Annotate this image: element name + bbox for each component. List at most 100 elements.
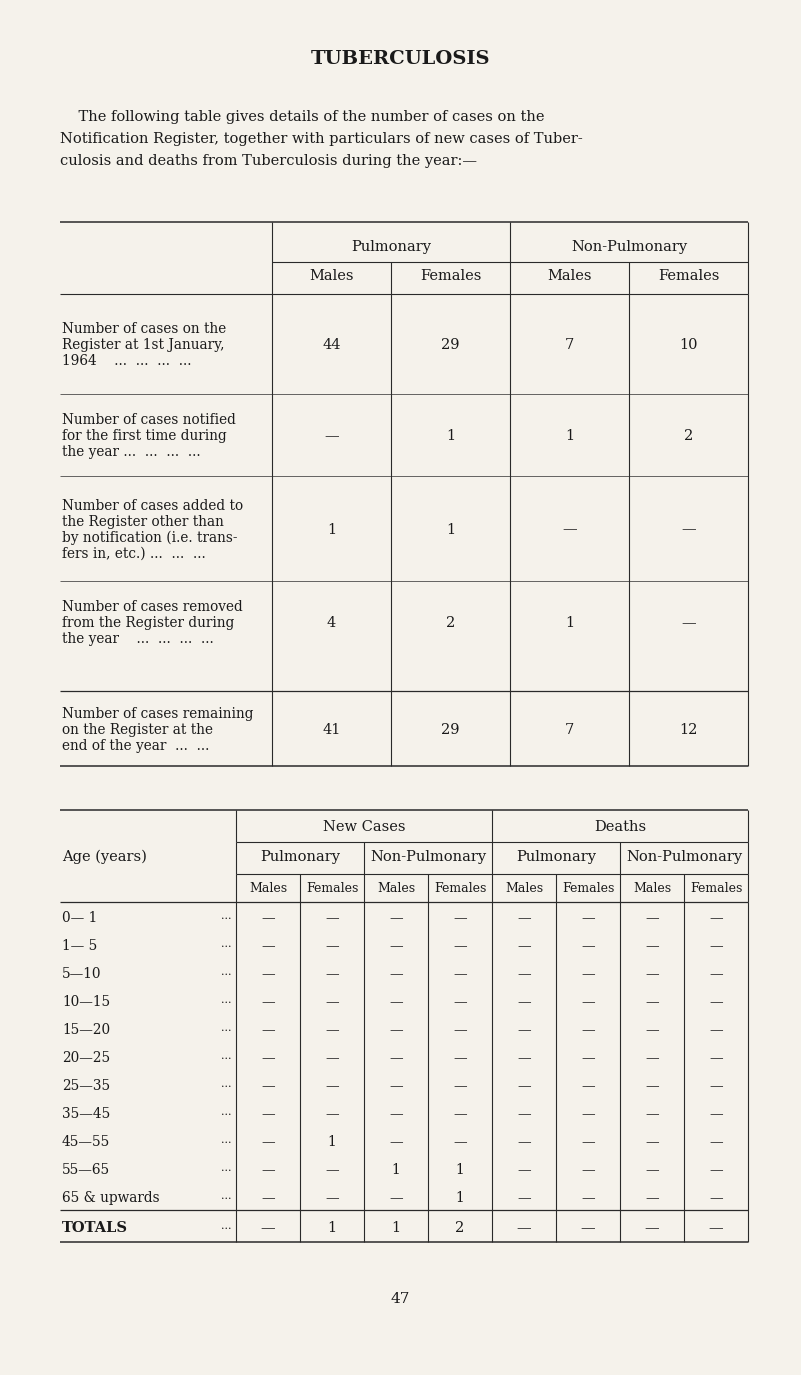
Text: —: — [389, 939, 403, 953]
Text: Age (years): Age (years) [62, 850, 147, 865]
Text: ...: ... [222, 1134, 232, 1145]
Text: 29: 29 [441, 722, 460, 737]
Text: 1: 1 [446, 429, 455, 443]
Text: —: — [325, 1163, 339, 1177]
Text: —: — [261, 967, 275, 980]
Text: —: — [709, 912, 723, 925]
Text: —: — [517, 939, 531, 953]
Text: —: — [453, 1134, 467, 1150]
Text: —: — [645, 912, 658, 925]
Text: —: — [582, 1163, 595, 1177]
Text: 7: 7 [565, 722, 574, 737]
Text: —: — [562, 522, 577, 536]
Text: Pulmonary: Pulmonary [516, 850, 596, 864]
Text: —: — [582, 1079, 595, 1093]
Text: —: — [582, 996, 595, 1009]
Text: The following table gives details of the number of cases on the: The following table gives details of the… [60, 110, 545, 124]
Text: —: — [681, 522, 696, 536]
Text: —: — [709, 939, 723, 953]
Text: Non-Pulmonary: Non-Pulmonary [626, 850, 742, 864]
Text: ...: ... [222, 912, 232, 921]
Text: —: — [709, 996, 723, 1009]
Text: Males: Males [309, 270, 354, 283]
Text: 29: 29 [441, 338, 460, 352]
Text: from the Register during: from the Register during [62, 616, 235, 630]
Text: 2: 2 [446, 616, 455, 630]
Text: —: — [389, 996, 403, 1009]
Text: —: — [645, 1050, 658, 1066]
Text: Pulmonary: Pulmonary [351, 241, 431, 254]
Text: —: — [261, 1050, 275, 1066]
Text: ...: ... [222, 1191, 232, 1200]
Text: —: — [645, 1221, 659, 1235]
Text: Number of cases notified: Number of cases notified [62, 412, 235, 428]
Text: —: — [517, 1023, 531, 1037]
Text: ...: ... [222, 1107, 232, 1116]
Text: —: — [517, 1079, 531, 1093]
Text: —: — [582, 912, 595, 925]
Text: —: — [325, 912, 339, 925]
Text: —: — [517, 967, 531, 980]
Text: Females: Females [658, 270, 719, 283]
Text: Females: Females [434, 881, 486, 895]
Text: 1: 1 [328, 1134, 336, 1150]
Text: —: — [325, 1050, 339, 1066]
Text: TUBERCULOSIS: TUBERCULOSIS [311, 49, 490, 67]
Text: 2: 2 [456, 1221, 465, 1235]
Text: —: — [453, 1023, 467, 1037]
Text: —: — [389, 967, 403, 980]
Text: Males: Males [249, 881, 287, 895]
Text: —: — [709, 1221, 723, 1235]
Text: end of the year  ...  ...: end of the year ... ... [62, 738, 209, 752]
Text: ...: ... [222, 1163, 232, 1173]
Text: fers in, etc.) ...  ...  ...: fers in, etc.) ... ... ... [62, 546, 206, 561]
Text: Males: Males [377, 881, 415, 895]
Text: Females: Females [562, 881, 614, 895]
Text: ...: ... [222, 967, 232, 978]
Text: 55—65: 55—65 [62, 1163, 110, 1177]
Text: 1964    ...  ...  ...  ...: 1964 ... ... ... ... [62, 353, 191, 368]
Text: —: — [681, 616, 696, 630]
Text: —: — [325, 1107, 339, 1121]
Text: New Cases: New Cases [323, 820, 405, 835]
Text: —: — [582, 939, 595, 953]
Text: —: — [453, 996, 467, 1009]
Text: the year ...  ...  ...  ...: the year ... ... ... ... [62, 446, 200, 459]
Text: ...: ... [222, 1221, 232, 1231]
Text: Males: Males [633, 881, 671, 895]
Text: —: — [453, 939, 467, 953]
Text: Males: Males [505, 881, 543, 895]
Text: —: — [582, 1107, 595, 1121]
Text: —: — [709, 967, 723, 980]
Text: 10—15: 10—15 [62, 996, 110, 1009]
Text: —: — [645, 939, 658, 953]
Text: —: — [453, 1107, 467, 1121]
Text: Males: Males [547, 270, 592, 283]
Text: 15—20: 15—20 [62, 1023, 110, 1037]
Text: 5—10: 5—10 [62, 967, 102, 980]
Text: —: — [453, 912, 467, 925]
Text: —: — [709, 1079, 723, 1093]
Text: —: — [453, 1079, 467, 1093]
Text: 1: 1 [392, 1221, 400, 1235]
Text: Number of cases remaining: Number of cases remaining [62, 707, 253, 720]
Text: 1: 1 [446, 522, 455, 536]
Text: —: — [517, 1050, 531, 1066]
Text: —: — [260, 1221, 276, 1235]
Text: —: — [645, 1191, 658, 1204]
Text: —: — [645, 1023, 658, 1037]
Text: TOTALS: TOTALS [62, 1221, 128, 1235]
Text: —: — [582, 1191, 595, 1204]
Text: —: — [389, 1050, 403, 1066]
Text: 1: 1 [565, 429, 574, 443]
Text: Number of cases added to: Number of cases added to [62, 499, 244, 513]
Text: 10: 10 [679, 338, 698, 352]
Text: ...: ... [222, 939, 232, 949]
Text: —: — [261, 939, 275, 953]
Text: Notification Register, together with particulars of new cases of Tuber-: Notification Register, together with par… [60, 132, 583, 146]
Text: —: — [389, 1191, 403, 1204]
Text: 47: 47 [391, 1292, 410, 1306]
Text: —: — [709, 1023, 723, 1037]
Text: 1: 1 [328, 1221, 336, 1235]
Text: ...: ... [222, 1023, 232, 1033]
